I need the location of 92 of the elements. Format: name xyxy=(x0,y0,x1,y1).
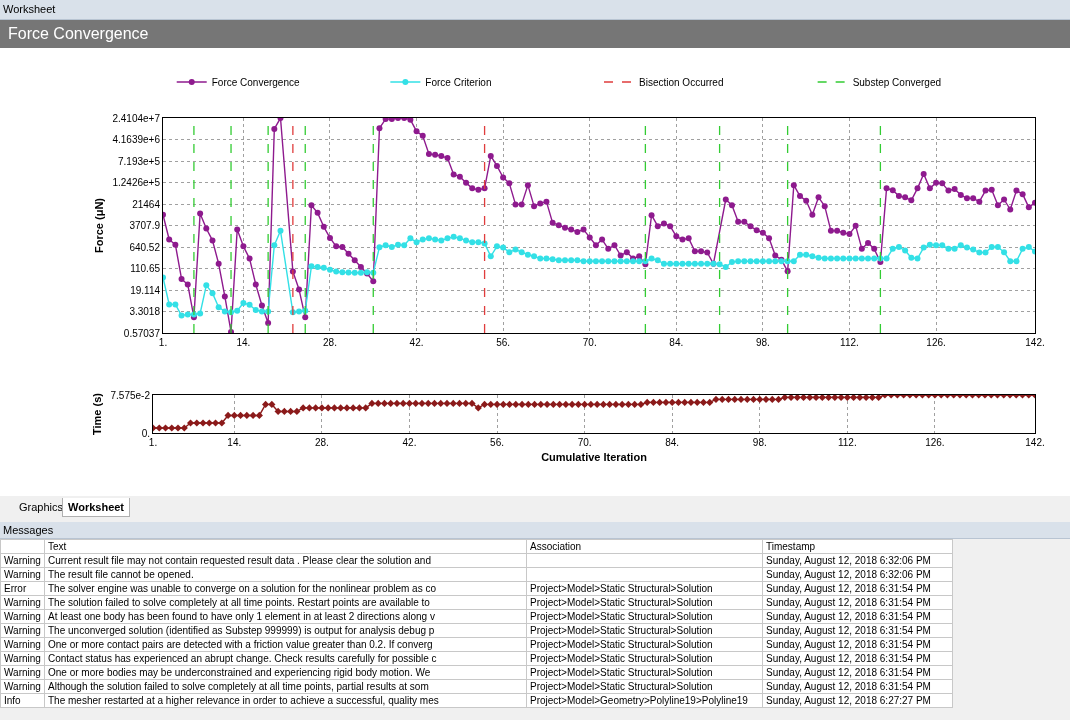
text: The solution failed to solve completely at all time points. Restart points are available to xyxy=(44,595,527,610)
text: Sunday, August 12, 2018 6:31:54 PM xyxy=(762,609,953,624)
y-tick-label: 3707.9 xyxy=(129,220,161,231)
x-tick-label: 84. xyxy=(665,437,680,448)
text: Project>Model>Static Structural>Solution xyxy=(526,581,763,596)
x-tick-label: 98. xyxy=(752,437,767,448)
y-tick-label: 0. xyxy=(141,427,150,439)
y-tick-label: 2.4104e+7 xyxy=(112,112,161,124)
text: Although the solution failed to solve completely at all time points, partial results at som xyxy=(44,679,527,694)
y-tick-label: 7.193e+5 xyxy=(118,155,161,167)
text: Project>Model>Static Structural>Solution xyxy=(526,637,763,652)
text: Warning xyxy=(0,623,45,638)
text: Info xyxy=(0,693,45,708)
text: Sunday, August 12, 2018 6:32:06 PM xyxy=(762,567,953,582)
x-tick-label: 98. xyxy=(755,337,770,348)
x-tick-label: 56. xyxy=(490,437,504,448)
x-tick-label: 70. xyxy=(577,437,592,448)
x-tick-label: 28. xyxy=(314,437,329,448)
y-tick-label: 3.3018 xyxy=(129,306,161,317)
text: Project>Model>Static Structural>Solution xyxy=(526,665,763,680)
legend-label: Substep Converged xyxy=(852,76,942,88)
text: Graphics xyxy=(18,500,65,515)
x-tick-label: 42. xyxy=(409,337,424,348)
x-tick-label: 126. xyxy=(925,437,945,448)
y-tick-label: 0.57037 xyxy=(123,327,161,339)
text: Warning xyxy=(0,609,45,624)
text: Current result file may not contain requested result data . Please clear the solution and xyxy=(44,553,527,568)
x-tick-label: 70. xyxy=(582,337,597,348)
text: One or more contact pairs are detected with a friction value greater than 0.2. If converg xyxy=(44,637,527,652)
x-tick-label: 126. xyxy=(926,337,946,348)
y-tick-label: 1.2426e+5 xyxy=(112,177,161,188)
text: Sunday, August 12, 2018 6:27:27 PM xyxy=(762,693,953,708)
legend-label: Bisection Occurred xyxy=(639,76,724,88)
text: Sunday, August 12, 2018 6:31:54 PM xyxy=(762,679,953,694)
x-tick-label: 142. xyxy=(1025,437,1045,448)
chart-title: Force Convergence xyxy=(0,20,1070,48)
text: Sunday, August 12, 2018 6:32:06 PM xyxy=(762,553,953,568)
text: Warning xyxy=(0,595,45,610)
text: Worksheet xyxy=(62,498,131,517)
text: Project>Model>Static Structural>Solution xyxy=(526,623,763,638)
text: Sunday, August 12, 2018 6:31:54 PM xyxy=(762,637,953,652)
text: Error xyxy=(0,581,45,596)
text: Project>Model>Static Structural>Solution xyxy=(526,595,763,610)
x-tick-label: 142. xyxy=(1025,337,1045,348)
x-tick-label: 1. xyxy=(158,337,168,348)
text: The unconverged solution (identified as Substep 999999) is output for analysis debug p xyxy=(44,623,527,638)
y-axis-title: Force (μN) xyxy=(93,197,106,254)
x-tick-label: 112. xyxy=(840,337,859,348)
text: Warning xyxy=(0,553,45,568)
text: Project>Model>Geometry>Polyline19>Polyline19 xyxy=(526,693,763,708)
text: Warning xyxy=(0,679,45,694)
text: Sunday, August 12, 2018 6:31:54 PM xyxy=(762,623,953,638)
x-tick-label: 56. xyxy=(496,337,511,348)
x-axis-title: Cumulative Iteration xyxy=(541,451,648,464)
x-tick-label: 14. xyxy=(227,437,242,448)
x-tick-label: 112. xyxy=(837,437,857,448)
text: Text xyxy=(44,539,527,554)
y-tick-label: 21464 xyxy=(132,198,161,210)
x-tick-label: 14. xyxy=(236,337,251,348)
legend-label: Force Convergence xyxy=(211,76,300,88)
text: Warning xyxy=(0,651,45,666)
y-tick-label: 4.1639e+6 xyxy=(112,134,161,145)
text: Warning xyxy=(0,567,45,582)
text: The solver engine was unable to converge on a solution for the nonlinear problem as co xyxy=(44,581,527,596)
y-tick-label: 640.52 xyxy=(129,241,161,253)
text: Sunday, August 12, 2018 6:31:54 PM xyxy=(762,581,953,596)
text: Sunday, August 12, 2018 6:31:54 PM xyxy=(762,651,953,666)
y-tick-label: 7.575e-2 xyxy=(110,389,151,401)
text: Project>Model>Static Structural>Solution xyxy=(526,609,763,624)
text: Worksheet xyxy=(0,0,1070,20)
x-tick-label: 28. xyxy=(323,337,337,348)
text: At least one body has been found to have only 1 element in at least 2 directions along v xyxy=(44,609,527,624)
y-tick-label: 19.114 xyxy=(130,284,161,296)
x-tick-label: 42. xyxy=(402,437,417,448)
text: Association xyxy=(526,539,763,554)
text: One or more bodies may be underconstrained and experiencing rigid body motion. We xyxy=(44,665,527,680)
text: Warning xyxy=(0,637,45,652)
text: Project>Model>Static Structural>Solution xyxy=(526,679,763,694)
text: Project>Model>Static Structural>Solution xyxy=(526,651,763,666)
text: The mesher restarted at a higher relevance in order to achieve a successful, quality mes xyxy=(44,693,527,708)
text: Warning xyxy=(0,665,45,680)
text: Sunday, August 12, 2018 6:31:54 PM xyxy=(762,665,953,680)
legend-label: Force Criterion xyxy=(425,76,492,88)
text: Contact status has experienced an abrupt change. Check results carefully for possible c xyxy=(44,651,527,666)
text: Sunday, August 12, 2018 6:31:54 PM xyxy=(762,595,953,610)
x-tick-label: 1. xyxy=(148,437,158,448)
x-tick-label: 84. xyxy=(669,337,684,348)
text: Messages xyxy=(0,522,1070,539)
text: Timestamp xyxy=(762,539,953,554)
text: The result file cannot be opened. xyxy=(44,567,527,582)
y-tick-label: 110.65 xyxy=(130,263,161,274)
y-axis-title: Time (s) xyxy=(91,392,104,435)
